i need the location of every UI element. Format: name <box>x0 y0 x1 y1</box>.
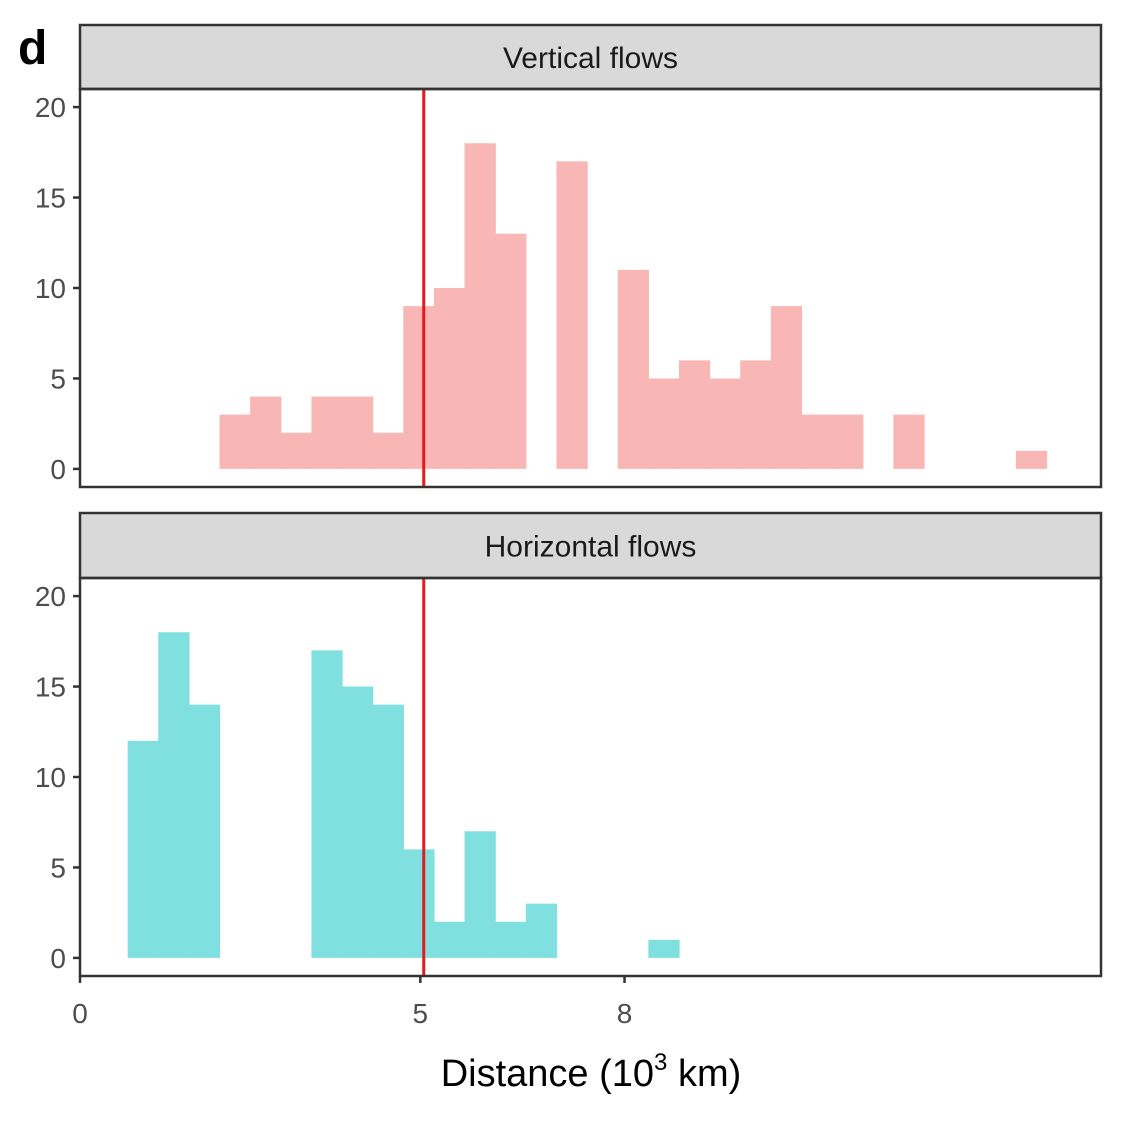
histogram-bar <box>219 414 251 469</box>
x-tick-label: 0 <box>72 998 88 1029</box>
histogram-bar <box>403 306 435 469</box>
histogram-bar <box>678 360 711 469</box>
histogram-bar <box>556 161 588 469</box>
facet-strip-label: Vertical flows <box>503 42 678 75</box>
histogram-bar <box>372 704 404 958</box>
facet-strip <box>78 511 1103 580</box>
panel-letter: d <box>18 22 47 75</box>
histogram-bar <box>648 378 680 469</box>
facet-panel: Vertical flows 0 5 10 15 20 <box>35 23 1103 489</box>
y-tick-label: 20 <box>35 92 66 123</box>
histogram-bar <box>372 432 404 469</box>
histogram-bar <box>403 849 435 958</box>
histogram-bar <box>158 632 190 958</box>
panel-border <box>78 576 1103 978</box>
histogram-bar <box>188 704 221 958</box>
histogram-bar <box>832 414 864 469</box>
histogram-bar <box>342 396 374 469</box>
histogram-bar <box>525 903 558 958</box>
y-tick-label: 5 <box>50 852 66 883</box>
y-tick-label: 15 <box>35 183 66 214</box>
x-tick-label: 5 <box>413 998 429 1029</box>
facet-panel: Horizontal flows 0 5 10 15 20 <box>35 511 1103 978</box>
histogram-bar <box>893 414 925 469</box>
histogram-bar <box>311 650 343 958</box>
histogram-bar <box>495 233 527 469</box>
y-tick-label: 20 <box>35 581 66 612</box>
y-tick-label: 0 <box>50 943 66 974</box>
histogram-bar <box>495 921 527 958</box>
histogram-bar <box>464 831 496 958</box>
y-tick-label: 10 <box>35 273 66 304</box>
histogram-bar <box>127 740 159 958</box>
x-axis: 0 5 8 <box>72 976 632 1029</box>
histogram-bar <box>801 414 833 469</box>
histogram-bar <box>709 378 741 469</box>
y-tick-label: 10 <box>35 762 66 793</box>
histogram-bar <box>311 396 343 469</box>
y-tick-label: 0 <box>50 454 66 485</box>
histogram-bar <box>617 269 649 469</box>
x-tick-label: 8 <box>617 998 633 1029</box>
histogram-bar <box>740 360 772 469</box>
facet-strip <box>78 23 1103 91</box>
facet-panels: Vertical flows 0 5 10 15 20 Horizontal flows 0 5… <box>35 23 1103 978</box>
histogram-bar <box>648 939 680 958</box>
facet-strip-label: Horizontal flows <box>485 531 697 564</box>
histogram-bar <box>770 306 803 469</box>
x-axis-title: Distance (103 km) <box>441 1049 742 1095</box>
histogram-bar <box>433 288 466 469</box>
x-axis-title-main: Distance (10 <box>441 1053 654 1095</box>
histogram-bar <box>342 686 374 958</box>
x-axis-title-superscript: 3 <box>654 1049 667 1076</box>
histogram-bar <box>280 432 313 469</box>
x-axis-title-suffix: km) <box>667 1053 741 1095</box>
histogram-bar <box>433 921 466 958</box>
y-tick-label: 15 <box>35 672 66 703</box>
histogram-bar <box>464 143 496 469</box>
histogram-bar <box>1015 450 1048 469</box>
y-tick-label: 5 <box>50 363 66 394</box>
histogram-bar <box>250 396 282 469</box>
